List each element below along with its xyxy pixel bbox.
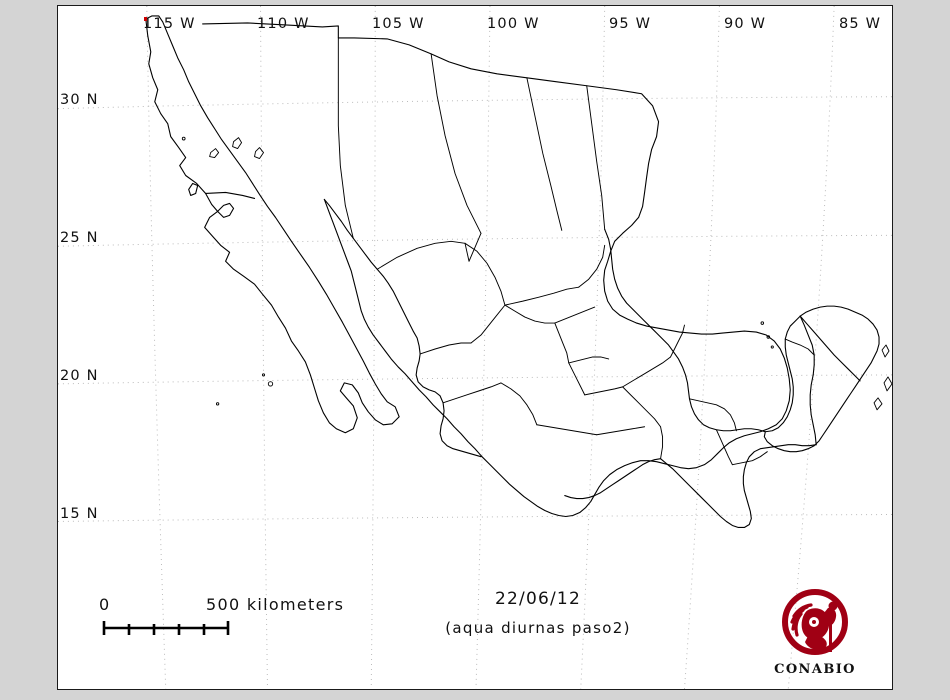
islands xyxy=(181,136,892,411)
yucatan-state-divider-1 xyxy=(799,315,817,446)
caption-subtitle: (aqua diurnas paso2) xyxy=(445,619,631,637)
baja-state-divider xyxy=(205,191,256,199)
mexico-boundaries xyxy=(145,15,892,529)
lon-label-115w: 115 W xyxy=(143,16,196,32)
state-boundaries xyxy=(337,37,815,466)
lon-label-90w: 90 W xyxy=(724,16,767,32)
lon-label-110w: 110 W xyxy=(257,16,310,32)
scale-bar: 0 500 kilometers xyxy=(96,585,441,641)
lat-label-15n: 15 N xyxy=(60,506,99,522)
scale-bar-start-label: 0 xyxy=(99,595,111,614)
conabio-logo-icon xyxy=(782,589,848,655)
caption-block: 22/06/12 (aqua diurnas paso2) xyxy=(388,589,688,637)
pacific-coast-northwest xyxy=(323,198,482,458)
map-canvas[interactable] xyxy=(58,6,892,689)
chiapas-coast xyxy=(564,458,662,500)
lon-label-95w: 95 W xyxy=(609,16,652,32)
map-figure: 115 W 110 W 105 W 100 W 95 W 90 W 85 W 3… xyxy=(57,5,893,690)
lon-label-100w: 100 W xyxy=(487,16,540,32)
lat-label-20n: 20 N xyxy=(60,368,99,384)
lat-label-30n: 30 N xyxy=(60,92,99,108)
scale-bar-graphic xyxy=(102,621,230,635)
southern-border xyxy=(660,444,817,529)
yucatan-peninsula xyxy=(763,305,880,453)
baja-california-peninsula xyxy=(145,15,400,434)
caption-date: 22/06/12 xyxy=(495,589,581,609)
conabio-logo-text: CONABIO xyxy=(774,662,856,677)
logo-block: CONABIO xyxy=(760,586,870,677)
mexico-national-outline xyxy=(202,22,791,518)
scale-bar-end-label: 500 kilometers xyxy=(206,595,345,614)
red-point-marker xyxy=(144,17,147,21)
yucatan-state-divider-2 xyxy=(799,315,861,382)
lat-label-25n: 25 N xyxy=(60,230,99,246)
lon-label-85w: 85 W xyxy=(839,16,882,32)
gulf-coast xyxy=(604,228,766,433)
lon-label-105w: 105 W xyxy=(372,16,425,32)
